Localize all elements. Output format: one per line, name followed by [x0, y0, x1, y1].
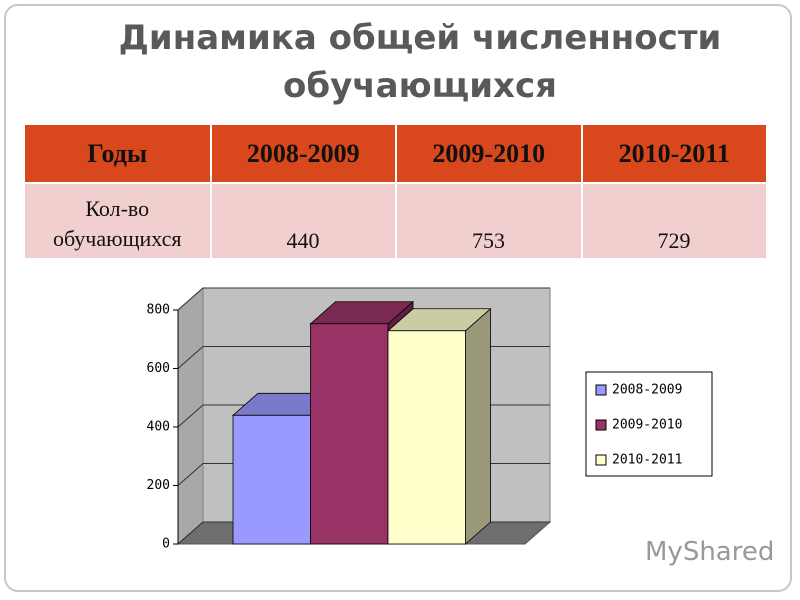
legend-swatch: [595, 384, 607, 396]
slide-frame: [4, 4, 792, 592]
cell: 440: [210, 182, 397, 258]
y-tick-label: 800: [147, 303, 170, 318]
bar: [387, 330, 466, 545]
slide-title: Динамика общей численности обучающихся: [118, 18, 722, 106]
legend-label: 2009-2010: [612, 418, 682, 433]
header-cell: 2008-2009: [210, 125, 397, 183]
data-row: Кол-во обучающихся 440 753 729: [25, 182, 768, 258]
header-cell: 2010-2011: [581, 125, 768, 183]
bar: [310, 323, 389, 545]
y-tick-label: 0: [162, 537, 170, 552]
watermark: MyShared: [645, 537, 775, 567]
header-row: Годы 2008-2009 2009-2010 2010-2011: [25, 125, 768, 183]
legend-box: [585, 371, 713, 477]
legend-swatch: [595, 454, 607, 466]
data-table: Годы 2008-2009 2009-2010 2010-2011 Кол-в…: [25, 125, 768, 258]
header-cell: Годы: [25, 125, 212, 183]
row-label: Кол-во обучающихся: [25, 182, 212, 258]
y-tick-label: 400: [147, 420, 170, 435]
cell: 753: [396, 182, 583, 258]
legend-label: 2008-2009: [612, 383, 682, 398]
legend-label: 2010-2011: [612, 453, 682, 468]
y-tick-label: 200: [147, 478, 170, 493]
bar: [232, 414, 311, 545]
header-cell: 2009-2010: [396, 125, 583, 183]
grid-line: [177, 287, 550, 311]
y-tick-label: 600: [147, 361, 170, 376]
cell: 729: [581, 182, 768, 258]
legend-swatch: [595, 419, 607, 431]
bar-side: [465, 307, 491, 545]
